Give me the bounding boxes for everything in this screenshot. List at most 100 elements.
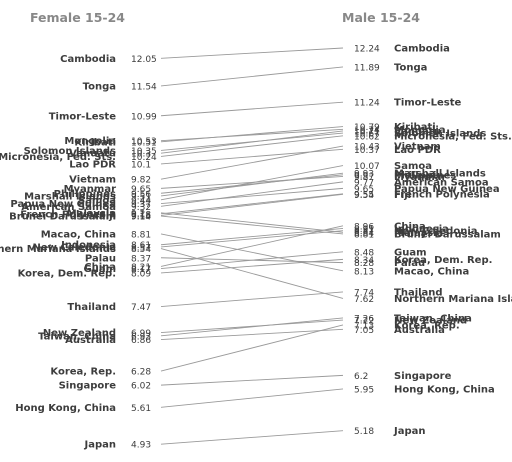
left-value-fiji: 9.15 <box>131 212 151 222</box>
right-label-vietnam: Vietnam <box>394 142 441 153</box>
left-label-indonesia: Indonesia <box>61 240 116 251</box>
slope-line-taiwan-china <box>160 317 344 337</box>
right-label-mongolia: Mongolia <box>394 125 446 136</box>
right-label-new-caledonia: New Caledonia <box>394 226 478 237</box>
right-value-northern-mariana-islands: 7.62 <box>354 295 374 305</box>
left-label-japan: Japan <box>84 440 117 451</box>
right-value-hong-kong-china: 5.95 <box>354 385 374 395</box>
left-label-macao-china: Macao, China <box>41 229 116 240</box>
right-value-palau: 8.28 <box>354 259 374 269</box>
slope-line-new-caledonia <box>160 230 344 248</box>
slope-line-vanuatu <box>160 130 344 154</box>
slope-line-japan <box>160 430 344 445</box>
right-label-taiwan-china: Taiwan, China <box>394 313 472 324</box>
slope-line-indonesia <box>160 228 344 246</box>
slope-line-thailand <box>160 291 344 307</box>
left-label-thailand: Thailand <box>67 302 116 313</box>
right-label-samoa: Samoa <box>394 161 432 172</box>
right-label-korea-dem-rep: Korea, Dem. Rep. <box>394 255 492 266</box>
right-value-guam: 8.48 <box>354 248 374 258</box>
left-value-new-caledonia: 8.57 <box>131 243 151 253</box>
slope-line-malaysia <box>160 212 344 233</box>
right-axis-header: Male 15-24 <box>342 10 420 25</box>
left-axis-header: Female 15-24 <box>30 10 125 25</box>
left-value-brunei-darussalam: 9.14 <box>131 213 151 223</box>
left-label-korea-rep: Korea, Rep. <box>50 367 116 378</box>
right-label-china: China <box>394 221 426 232</box>
slope-line-philippines <box>160 174 344 194</box>
right-value-papua-new-guinea: 9.65 <box>354 185 374 195</box>
right-label-brunei-darussalam: Brunei Darussalam <box>394 229 501 240</box>
slope-line-tonga <box>160 66 344 87</box>
right-value-brunei-darussalam: 8.81 <box>354 230 374 240</box>
left-label-taiwan-china: Taiwan, China <box>38 331 116 342</box>
left-label-palau: Palau <box>85 253 116 264</box>
left-value-new-zealand: 6.99 <box>131 329 151 339</box>
right-label-solomon-islands: Solomon Islands <box>394 129 486 140</box>
right-label-new-zealand: New Zealand <box>394 316 467 327</box>
left-value-french-polynesia: 9.18 <box>131 210 151 220</box>
right-value-vanuatu: 10.71 <box>354 127 380 137</box>
right-value-solomon-islands: 10.67 <box>354 130 380 140</box>
slope-line-korea-rep <box>160 324 344 372</box>
left-label-philippines: Philippines <box>54 189 116 200</box>
left-value-macao-china: 8.81 <box>131 230 151 240</box>
right-label-korea-rep: Korea, Rep. <box>394 320 460 331</box>
left-value-palau: 8.37 <box>131 254 151 264</box>
right-value-american-samoa: 9.77 <box>354 178 374 188</box>
right-label-fiji: Fiji <box>394 190 411 201</box>
right-value-fiji: 9.54 <box>354 191 374 201</box>
slope-line-papua-new-guinea <box>160 187 344 205</box>
left-label-samoa: Samoa <box>78 195 116 206</box>
right-label-singapore: Singapore <box>394 371 452 382</box>
slope-line-cambodia <box>160 47 344 59</box>
right-value-samoa: 10.07 <box>354 162 380 172</box>
left-value-australia: 6.86 <box>131 336 151 346</box>
right-value-japan: 5.18 <box>354 427 374 437</box>
left-label-kiribati: Kiribati <box>74 137 116 148</box>
left-value-thailand: 7.47 <box>131 303 151 313</box>
slope-lines <box>160 47 344 445</box>
slope-line-lao-pdr <box>160 148 344 165</box>
right-value-korea-dem-rep: 8.34 <box>354 256 374 266</box>
slope-line-vietnam <box>160 145 344 180</box>
right-label-philippines: Philippines <box>394 170 456 181</box>
right-value-myanmar: 9.87 <box>354 173 374 183</box>
right-label-vanuatu: Vanuatu <box>394 126 441 137</box>
left-value-philippines: 9.56 <box>131 190 151 200</box>
left-value-papua-new-guinea: 9.37 <box>131 200 151 210</box>
slope-line-marshall-islands <box>160 172 344 197</box>
left-label-mongolia: Mongolia <box>64 136 116 147</box>
left-label-guam: Guam <box>84 264 117 275</box>
slope-line-northern-mariana-islands <box>160 248 344 299</box>
left-value-samoa: 9.44 <box>131 196 151 206</box>
right-label-northern-mariana-islands: Northern Mariana Islands <box>394 294 512 305</box>
left-value-vietnam: 9.82 <box>131 176 151 186</box>
left-value-korea-rep: 6.28 <box>131 368 151 378</box>
right-value-micronesia-fed-sts: 10.62 <box>354 132 380 142</box>
right-label-lao-pdr: Lao PDR <box>394 145 441 156</box>
left-label-american-samoa: American Samoa <box>21 202 116 213</box>
left-label-vietnam: Vietnam <box>69 175 116 186</box>
slope-line-korea-dem-rep <box>160 258 344 274</box>
right-label-hong-kong-china: Hong Kong, China <box>394 384 495 395</box>
right-value-new-caledonia: 8.87 <box>354 227 374 237</box>
slope-line-new-zealand <box>160 319 344 333</box>
left-label-cambodia: Cambodia <box>60 54 116 65</box>
right-label-tonga: Tonga <box>394 62 427 73</box>
left-label-solomon-islands: Solomon Islands <box>24 146 116 157</box>
right-value-lao-pdr: 10.37 <box>354 146 380 156</box>
right-label-papua-new-guinea: Papua New Guinea <box>394 184 500 195</box>
slope-line-macao-china <box>160 233 344 272</box>
right-label-japan: Japan <box>393 426 426 437</box>
right-value-china: 8.96 <box>354 222 374 232</box>
left-value-american-samoa: 9.32 <box>131 203 151 213</box>
left-label-korea-dem-rep: Korea, Dem. Rep. <box>18 268 116 279</box>
slope-line-fiji <box>160 193 344 216</box>
left-label-hong-kong-china: Hong Kong, China <box>15 403 116 414</box>
left-label-new-caledonia: New Caledonia <box>33 242 117 253</box>
right-value-korea-rep: 7.13 <box>354 321 374 331</box>
left-value-japan: 4.93 <box>131 441 151 451</box>
slope-line-timor-leste <box>160 101 344 117</box>
right-value-thailand: 7.74 <box>354 288 374 298</box>
